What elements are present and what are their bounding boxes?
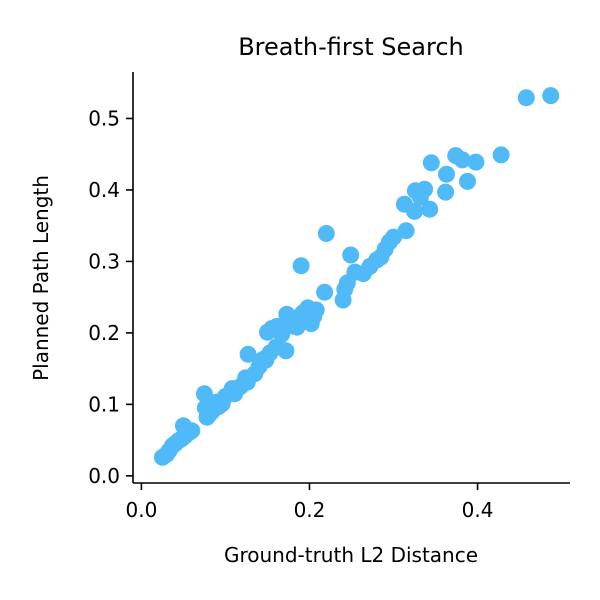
x-tick-label: 0.2 bbox=[294, 498, 326, 522]
data-point bbox=[293, 257, 310, 274]
chart-title: Breath-first Search bbox=[238, 33, 464, 61]
data-point bbox=[316, 284, 333, 301]
x-axis-label: Ground-truth L2 Distance bbox=[224, 543, 478, 567]
x-ticks: 0.0 0.2 0.4 bbox=[125, 483, 493, 522]
x-tick-label: 0.0 bbox=[125, 498, 157, 522]
data-point bbox=[154, 449, 171, 466]
data-point bbox=[240, 346, 257, 363]
y-tick-label: 0.1 bbox=[88, 392, 120, 416]
x-tick-label: 0.4 bbox=[462, 498, 494, 522]
y-tick-label: 0.0 bbox=[88, 464, 120, 488]
data-point bbox=[542, 87, 559, 104]
data-point bbox=[447, 147, 464, 164]
data-point bbox=[396, 196, 413, 213]
data-point bbox=[342, 247, 359, 264]
y-axis-label: Planned Path Length bbox=[29, 175, 53, 381]
data-point bbox=[423, 154, 440, 171]
y-ticks: 0.0 0.1 0.2 0.3 0.4 0.5 bbox=[88, 106, 133, 487]
data-point bbox=[459, 173, 476, 190]
data-point bbox=[493, 146, 510, 163]
data-point bbox=[438, 166, 455, 183]
y-tick-label: 0.2 bbox=[88, 321, 120, 345]
data-point bbox=[437, 184, 454, 201]
data-point bbox=[407, 182, 424, 199]
data-point bbox=[518, 89, 535, 106]
data-point bbox=[196, 385, 213, 402]
data-point bbox=[318, 225, 335, 242]
points-layer bbox=[154, 87, 559, 466]
y-tick-label: 0.4 bbox=[88, 178, 120, 202]
data-point bbox=[259, 324, 276, 341]
y-tick-label: 0.5 bbox=[88, 106, 120, 130]
y-tick-label: 0.3 bbox=[88, 249, 120, 273]
data-point bbox=[335, 292, 352, 309]
